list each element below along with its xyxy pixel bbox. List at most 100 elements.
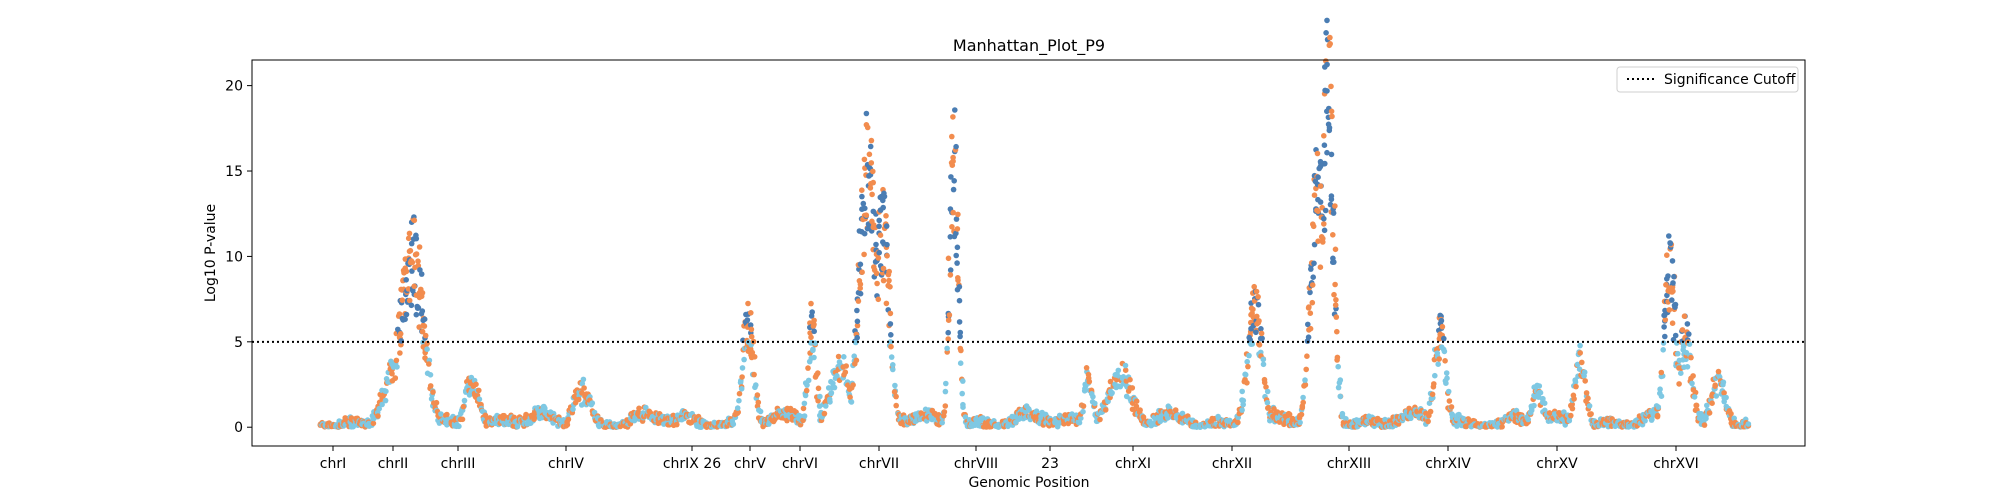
data-point xyxy=(399,297,406,304)
data-point xyxy=(754,392,761,398)
data-point xyxy=(738,386,745,392)
data-point xyxy=(1330,232,1336,238)
data-point xyxy=(1080,403,1087,409)
data-point xyxy=(1569,401,1575,408)
data-point xyxy=(1086,378,1093,385)
data-point xyxy=(1054,423,1061,430)
data-point xyxy=(854,307,860,314)
data-point xyxy=(843,363,849,369)
data-point xyxy=(1322,207,1329,214)
data-point xyxy=(1302,382,1309,388)
data-point xyxy=(1328,193,1335,199)
data-point xyxy=(1080,408,1086,415)
data-point xyxy=(1436,356,1442,362)
data-point xyxy=(428,396,435,402)
data-point xyxy=(1286,411,1293,418)
data-point xyxy=(748,326,755,333)
data-point xyxy=(868,160,875,166)
data-point xyxy=(1304,353,1310,360)
data-point xyxy=(419,290,426,296)
x-tick-label: chrI xyxy=(320,456,346,472)
data-point xyxy=(476,387,482,394)
data-point xyxy=(1691,394,1698,400)
data-point xyxy=(1664,252,1670,258)
data-point xyxy=(948,174,954,180)
data-point xyxy=(421,323,428,329)
data-point xyxy=(868,137,875,144)
data-point xyxy=(951,178,957,184)
data-point xyxy=(751,354,758,360)
data-point xyxy=(751,371,757,378)
data-point xyxy=(406,297,413,304)
data-point xyxy=(397,350,403,356)
data-point xyxy=(1686,331,1692,337)
data-point xyxy=(1337,393,1344,400)
data-point xyxy=(426,361,432,367)
data-point xyxy=(880,265,887,272)
data-point xyxy=(876,217,882,224)
data-point xyxy=(1309,282,1316,288)
data-point xyxy=(636,405,642,412)
data-point xyxy=(953,216,960,222)
data-point xyxy=(1309,299,1316,306)
data-point xyxy=(1441,348,1448,355)
data-point xyxy=(873,241,879,248)
data-point xyxy=(1693,402,1700,409)
data-point xyxy=(870,168,876,175)
data-point xyxy=(810,347,816,354)
data-point xyxy=(739,374,745,380)
data-point xyxy=(954,260,960,266)
data-point xyxy=(734,405,741,411)
data-point xyxy=(427,383,434,389)
data-point xyxy=(1666,233,1672,239)
data-point xyxy=(949,224,955,230)
data-point xyxy=(953,143,959,150)
data-point xyxy=(1321,221,1327,227)
data-point xyxy=(427,372,434,378)
data-point xyxy=(957,329,964,336)
data-point xyxy=(1728,410,1734,417)
data-point xyxy=(1429,391,1436,398)
data-point xyxy=(739,365,746,371)
data-point xyxy=(861,156,868,163)
data-point xyxy=(1662,333,1668,340)
data-point xyxy=(1305,321,1311,328)
data-point xyxy=(877,232,884,238)
data-point xyxy=(944,345,950,352)
data-point xyxy=(817,393,823,400)
data-point xyxy=(1439,323,1446,330)
legend-box xyxy=(1616,66,1799,93)
data-point xyxy=(1246,352,1252,359)
data-point xyxy=(953,230,959,237)
data-point xyxy=(943,380,949,387)
data-point xyxy=(886,277,892,284)
chart-title: Manhattan_Plot_P9 xyxy=(953,36,1105,56)
data-point xyxy=(1715,368,1722,375)
data-point xyxy=(1671,273,1677,280)
data-point xyxy=(885,271,892,278)
y-tick-label: 15 xyxy=(225,164,243,180)
data-point xyxy=(1335,384,1342,391)
data-point xyxy=(1654,412,1661,419)
data-point xyxy=(406,230,413,237)
data-point xyxy=(1448,404,1455,410)
data-point xyxy=(958,347,964,354)
data-point xyxy=(1297,419,1303,426)
data-point xyxy=(876,223,882,230)
data-point xyxy=(957,360,964,367)
data-point xyxy=(1303,366,1309,373)
data-point xyxy=(955,277,961,284)
data-point xyxy=(1667,240,1674,247)
data-point xyxy=(1658,369,1665,376)
data-point xyxy=(864,124,871,131)
data-point xyxy=(1583,390,1590,396)
data-point xyxy=(1692,389,1699,396)
data-point xyxy=(950,209,956,216)
data-point xyxy=(1255,294,1261,300)
data-point xyxy=(444,411,450,418)
data-point xyxy=(1569,405,1576,412)
x-tick-label: chrIV xyxy=(548,456,584,472)
data-point xyxy=(394,364,400,370)
data-point xyxy=(809,309,815,315)
data-point xyxy=(1499,424,1505,430)
